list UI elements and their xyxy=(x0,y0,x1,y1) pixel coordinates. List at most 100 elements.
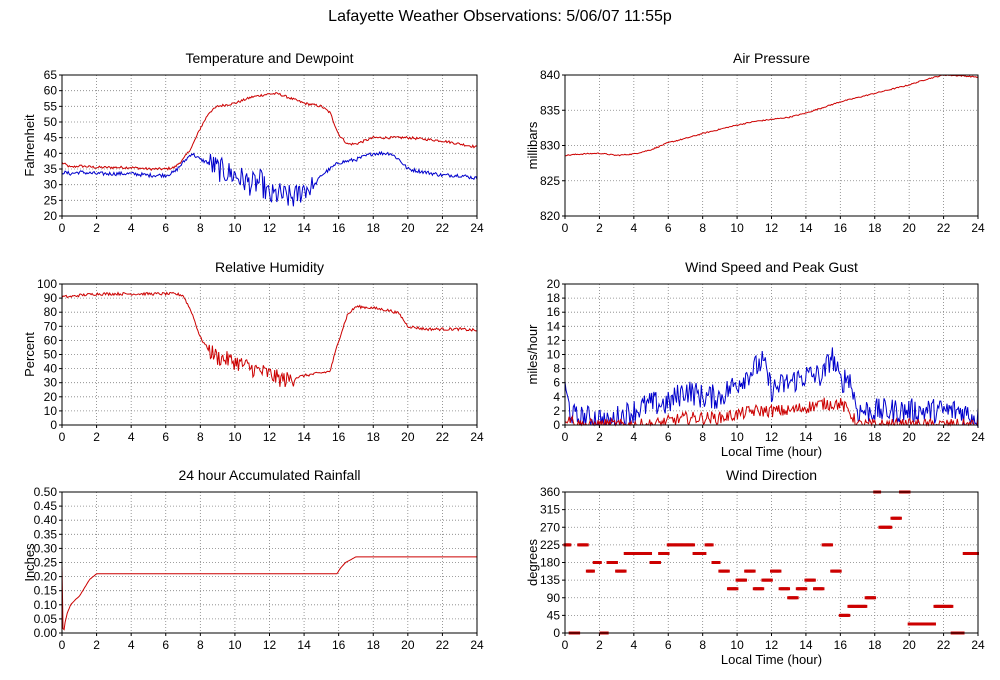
scatter-point xyxy=(657,561,661,564)
x-tick-label: 12 xyxy=(765,638,779,652)
x-tick-label: 10 xyxy=(228,430,242,444)
scatter-point xyxy=(950,604,954,608)
y-axis-label: Inches xyxy=(22,543,37,582)
x-tick-label: 14 xyxy=(297,221,311,235)
x-tick-label: 8 xyxy=(699,430,706,444)
y-tick-label: 90 xyxy=(547,591,561,605)
y-tick-label: 10 xyxy=(44,404,58,418)
x-tick-label: 8 xyxy=(699,221,706,235)
x-tick-label: 14 xyxy=(297,430,311,444)
y-tick-label: 0 xyxy=(553,418,560,432)
x-tick-label: 12 xyxy=(263,430,277,444)
scatter-point xyxy=(769,578,773,582)
x-tick-label: 4 xyxy=(128,430,135,444)
chart-title: Wind Direction xyxy=(726,467,817,483)
scatter-point xyxy=(795,596,799,600)
x-tick-label: 22 xyxy=(436,221,450,235)
y-tick-label: 60 xyxy=(44,84,58,98)
scatter-point xyxy=(666,551,670,555)
x-tick-label: 22 xyxy=(436,430,450,444)
x-tick-label: 6 xyxy=(665,638,672,652)
y-tick-label: 16 xyxy=(547,305,561,319)
y-tick-label: 8 xyxy=(553,362,560,376)
x-tick-label: 22 xyxy=(937,430,951,444)
scatter-point xyxy=(735,587,739,591)
x-tick-label: 16 xyxy=(834,638,848,652)
chart-title: Wind Speed and Peak Gust xyxy=(685,259,858,275)
x-tick-label: 12 xyxy=(765,430,779,444)
x-tick-label: 2 xyxy=(93,221,100,235)
y-tick-label: 0 xyxy=(553,626,560,640)
series-line xyxy=(564,347,979,427)
scatter-point xyxy=(649,551,653,555)
y-tick-label: 360 xyxy=(540,485,560,499)
y-tick-label: 270 xyxy=(540,520,560,534)
x-tick-label: 6 xyxy=(162,638,169,652)
y-tick-label: 0.45 xyxy=(34,499,58,513)
y-axis-label: miles/hour xyxy=(525,324,540,385)
scatter-point xyxy=(752,569,756,573)
y-tick-label: 55 xyxy=(44,99,58,113)
x-tick-label: 16 xyxy=(834,221,848,235)
x-tick-label: 8 xyxy=(699,638,706,652)
y-tick-label: 825 xyxy=(540,174,560,188)
x-tick-label: 18 xyxy=(367,638,381,652)
y-tick-label: 20 xyxy=(547,277,561,291)
y-tick-label: 0.05 xyxy=(34,612,58,626)
y-tick-label: 820 xyxy=(540,209,560,223)
x-tick-label: 0 xyxy=(562,638,569,652)
plot-frame xyxy=(564,491,979,634)
x-tick-label: 2 xyxy=(93,638,100,652)
scatter-point xyxy=(710,543,714,547)
plot-frame xyxy=(564,283,979,426)
y-tick-label: 315 xyxy=(540,503,560,517)
scatter-point xyxy=(821,587,825,591)
x-tick-label: 2 xyxy=(596,638,603,652)
series-line xyxy=(564,74,979,157)
y-tick-label: 835 xyxy=(540,103,560,117)
x-tick-label: 10 xyxy=(730,430,744,444)
x-tick-label: 16 xyxy=(332,430,346,444)
x-tick-label: 0 xyxy=(59,430,66,444)
x-tick-label: 18 xyxy=(367,221,381,235)
scatter-point xyxy=(864,604,868,608)
scatter-point xyxy=(598,561,602,564)
chart-title: Air Pressure xyxy=(733,50,810,66)
y-axis-label: Percent xyxy=(22,332,37,377)
x-tick-label: 16 xyxy=(332,221,346,235)
y-axis-label: degrees xyxy=(525,539,540,586)
x-tick-label: 22 xyxy=(937,221,951,235)
y-tick-label: 10 xyxy=(547,348,561,362)
y-tick-label: 12 xyxy=(547,333,561,347)
scatter-point xyxy=(830,543,834,547)
x-tick-label: 4 xyxy=(128,638,135,652)
y-tick-label: 18 xyxy=(547,291,561,305)
y-tick-label: 35 xyxy=(44,162,58,176)
plot-frame xyxy=(61,491,478,634)
x-tick-label: 14 xyxy=(799,638,813,652)
y-tick-label: 225 xyxy=(540,538,560,552)
x-tick-label: 4 xyxy=(630,430,637,444)
x-tick-label: 6 xyxy=(665,221,672,235)
scatter-point xyxy=(761,587,765,591)
plot-frame xyxy=(61,74,478,217)
x-tick-label: 2 xyxy=(93,430,100,444)
x-tick-label: 0 xyxy=(59,638,66,652)
chart-title: Relative Humidity xyxy=(215,259,324,275)
x-tick-label: 12 xyxy=(765,221,779,235)
scatter-point xyxy=(591,569,595,573)
scatter-point xyxy=(889,525,893,529)
x-tick-label: 20 xyxy=(902,430,916,444)
plot-frame xyxy=(564,74,979,217)
y-tick-label: 0.30 xyxy=(34,541,58,555)
scatter-point xyxy=(804,587,808,591)
scatter-point xyxy=(717,561,721,564)
